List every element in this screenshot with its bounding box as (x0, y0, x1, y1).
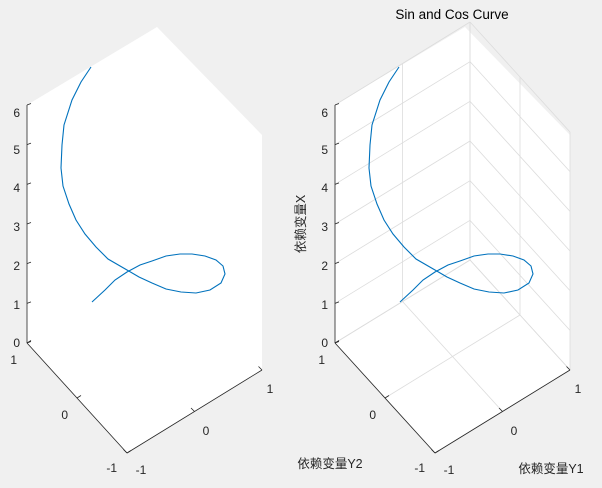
y2-tick-0 (434, 450, 440, 454)
z-tick-label-0: 0 (321, 336, 328, 350)
z-tick-label-2: 2 (13, 259, 20, 273)
y2-tick-2 (334, 340, 340, 344)
z-tick-label-4: 4 (321, 181, 328, 195)
y2-tick-label-1: 0 (369, 408, 376, 422)
z-tick-3 (26, 222, 32, 225)
series-line (368, 66, 534, 303)
y1-tick-2 (258, 366, 263, 371)
z-tick-1 (334, 301, 340, 304)
y2-axis-label: 依赖变量Y2 (297, 456, 362, 471)
grid-wall-right-h-5 (469, 61, 571, 172)
grid-wall-right-h-6 (469, 21, 571, 133)
y1-tick-label-1: 0 (203, 424, 210, 438)
z-tick-3 (334, 222, 340, 225)
z-tick-label-6: 6 (321, 106, 328, 120)
z-tick-1 (26, 301, 32, 304)
y2-tick-0 (126, 450, 132, 454)
grid-wall-right-h-1 (469, 220, 571, 331)
z-tick-label-0: 0 (13, 336, 20, 350)
grid-wall-left-h-3 (334, 140, 471, 225)
y2-tick-1 (76, 395, 82, 399)
y1-tick-label-2: 1 (575, 382, 582, 396)
chart-left: 0 1 2 3 4 5 6 -1 0 1 -1 0 1 (10, 27, 274, 477)
y1-tick-1 (498, 407, 503, 412)
grid-wall-right-h-4 (469, 101, 571, 212)
grid-wall-left-h-2 (334, 180, 471, 265)
y2-ticks: -1 0 1 (318, 340, 440, 475)
chart-right: 0 1 2 3 4 5 6 -1 0 1 -1 0 1 Sin and Cos … (293, 7, 584, 477)
z-tick-label-1: 1 (13, 298, 20, 312)
y1-tick-0 (431, 449, 436, 454)
grid-wall-left-h-1 (334, 219, 471, 304)
y1-tick-label-2: 1 (267, 382, 274, 396)
z-tick-label-5: 5 (13, 143, 20, 157)
z-tick-label-5: 5 (321, 143, 328, 157)
grid-wall-left-h-6 (334, 21, 471, 106)
grid-wall-left-h-4 (334, 100, 471, 185)
z-ticks: 0 1 2 3 4 5 6 (321, 103, 340, 350)
y2-tick-label-0: -1 (414, 461, 425, 475)
y2-tick-label-2: 1 (10, 353, 17, 367)
grid-wall-right-h-2 (469, 180, 571, 291)
pane-background (27, 27, 262, 453)
y2-tick-1 (384, 395, 390, 399)
z-tick-5 (26, 142, 32, 146)
z-tick-2 (26, 261, 32, 265)
chart-title: Sin and Cos Curve (395, 7, 508, 22)
grid-wall-left-h-0 (334, 259, 471, 344)
grid-wall-right-h-3 (469, 140, 571, 252)
grid-floor-y2-1 (384, 314, 521, 399)
z-tick-label-2: 2 (321, 259, 328, 273)
z-tick-6 (26, 103, 32, 106)
y2-tick-2 (26, 340, 32, 344)
z-tick-4 (26, 182, 32, 185)
y1-ticks: -1 0 1 (123, 366, 274, 477)
y1-tick-1 (190, 407, 195, 412)
y1-tick-label-1: 0 (511, 424, 518, 438)
z-ticks: 0 1 2 3 4 5 6 (13, 103, 32, 350)
y1-tick-2 (566, 366, 571, 371)
grid-wall-left-h-5 (334, 61, 471, 146)
z-tick-label-4: 4 (13, 181, 20, 195)
z-tick-label-6: 6 (13, 106, 20, 120)
z-axis-label: 依赖变量X (293, 194, 308, 253)
z-tick-2 (334, 261, 340, 265)
y1-axis-label: 依赖变量Y1 (518, 461, 583, 476)
y2-tick-label-0: -1 (106, 461, 117, 475)
grid-wall-right-h-0 (469, 259, 571, 371)
y1-ticks: -1 0 1 (431, 366, 582, 477)
z-tick-label-1: 1 (321, 298, 328, 312)
pane-background (335, 27, 570, 453)
z-tick-label-3: 3 (321, 220, 328, 234)
y2-tick-label-2: 1 (318, 353, 325, 367)
z-tick-6 (334, 103, 340, 106)
z-tick-label-3: 3 (13, 220, 20, 234)
z-tick-5 (334, 142, 340, 146)
series-line (60, 66, 226, 303)
y2-ticks: -1 0 1 (10, 340, 132, 475)
y2-tick-label-1: 0 (61, 408, 68, 422)
y1-tick-label-0: -1 (444, 463, 455, 477)
z-tick-4 (334, 182, 340, 185)
y1-tick-label-0: -1 (136, 463, 147, 477)
y1-tick-0 (123, 449, 128, 454)
